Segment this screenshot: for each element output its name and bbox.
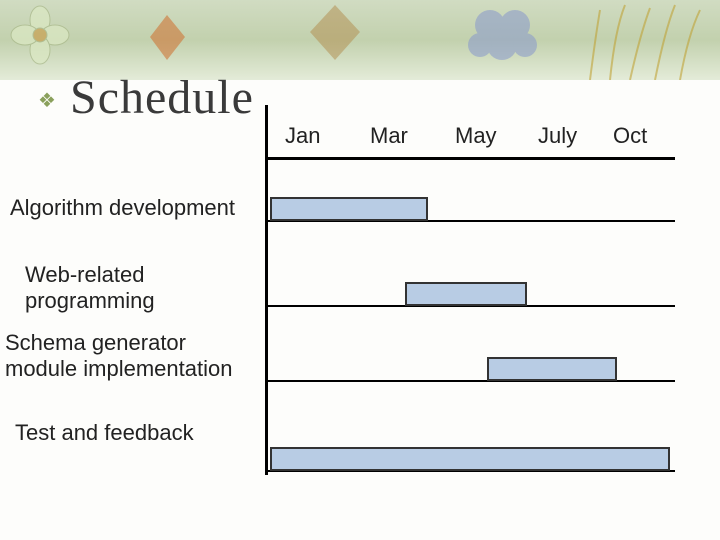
task-label: Test and feedback (15, 420, 194, 446)
page-title: Schedule (70, 70, 254, 125)
gantt-bar (487, 357, 617, 381)
month-label: May (455, 123, 497, 149)
leaf-decoration (140, 10, 195, 65)
grass-decoration (570, 0, 710, 80)
gantt-chart: Jan Mar May July Oct (265, 105, 685, 475)
gantt-bar (270, 447, 670, 471)
flower-decoration (460, 0, 545, 75)
month-label: Jan (285, 123, 320, 149)
month-label: July (538, 123, 577, 149)
header-line (265, 157, 675, 160)
flower-decoration (10, 5, 70, 65)
leaf-decoration (300, 0, 370, 65)
gantt-bar (270, 197, 428, 221)
y-axis (265, 105, 268, 475)
gantt-bar (405, 282, 527, 306)
month-label: Mar (370, 123, 408, 149)
month-label: Oct (613, 123, 647, 149)
task-label: Algorithm development (10, 195, 235, 221)
bullet-icon: ❖ (38, 88, 56, 113)
task-label: Schema generator module implementation (5, 330, 232, 383)
task-label: Web-related programming (25, 262, 155, 315)
